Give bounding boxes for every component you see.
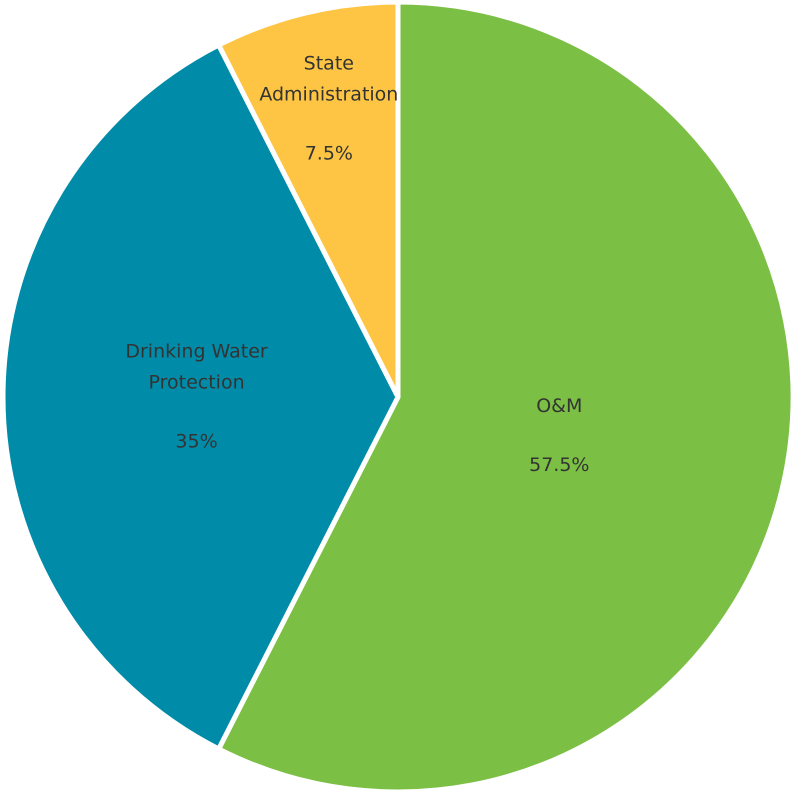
- category-label: O&M: [536, 394, 583, 417]
- pie-slice: [216, 0, 401, 400]
- value-label: 7.5%: [304, 142, 353, 165]
- category-label: Drinking Water Protection: [125, 340, 268, 394]
- value-label: 35%: [175, 430, 218, 453]
- slice-label: Drinking Water Protection 35%: [107, 337, 287, 458]
- pie-slice: [0, 42, 401, 752]
- pie-slice: [216, 0, 794, 793]
- slice-label: State Administration 7.5%: [239, 48, 419, 169]
- value-label: 57.5%: [529, 453, 590, 476]
- slice-label: O&M 57.5%: [469, 391, 649, 481]
- category-label: State Administration: [259, 52, 399, 106]
